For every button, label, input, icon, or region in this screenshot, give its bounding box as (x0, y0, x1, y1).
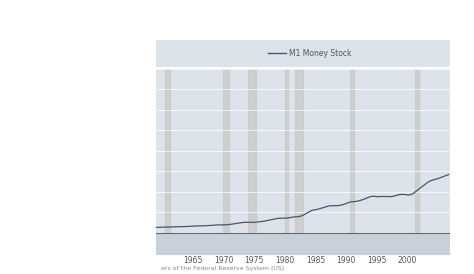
Bar (223, 68, 229, 233)
Bar (165, 68, 170, 233)
Bar (295, 68, 303, 233)
Bar (415, 68, 419, 233)
Text: M1 Money Stock: M1 Money Stock (289, 49, 351, 58)
Bar (350, 68, 354, 233)
Bar (247, 68, 255, 233)
Text: ers of the Federal Reserve System (US): ers of the Federal Reserve System (US) (161, 266, 284, 271)
Bar (285, 68, 288, 233)
